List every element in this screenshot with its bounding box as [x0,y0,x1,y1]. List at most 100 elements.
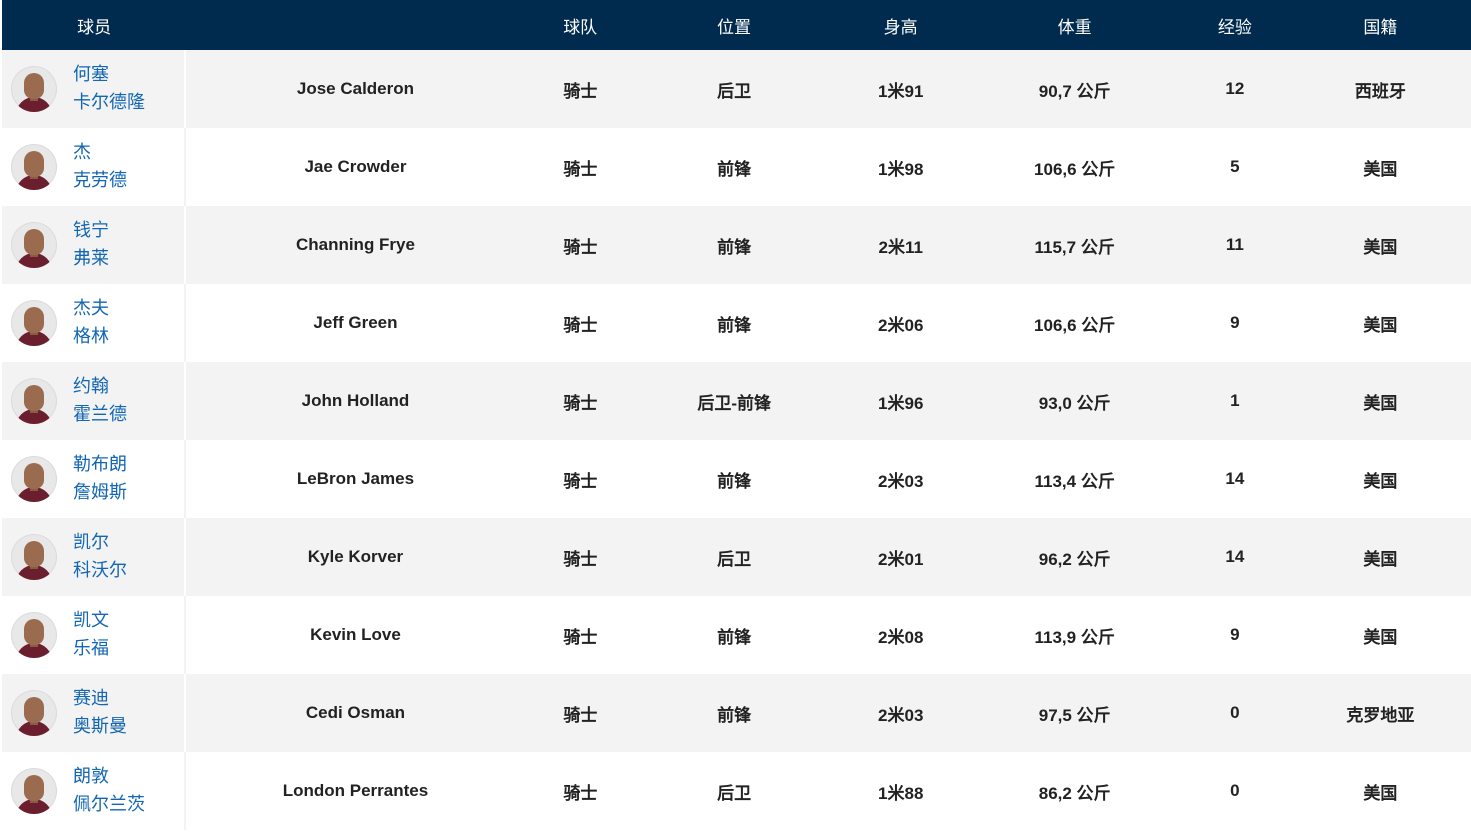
table-row[interactable]: 约翰 霍兰德 John Holland 骑士 后卫-前锋 1米96 93,0 公斤 1 美国 [2,362,1471,440]
avatar-jersey [16,799,52,814]
player-avatar-icon[interactable] [11,768,57,814]
player-chinese-first-name[interactable]: 钱宁 [73,220,109,241]
player-chinese-name-link[interactable]: 凯文 乐福 [73,607,109,663]
player-avatar-icon[interactable] [11,690,57,736]
player-chinese-last-name[interactable]: 科沃尔 [73,560,127,581]
player-chinese-first-name[interactable]: 杰 [73,142,91,163]
column-header-weight[interactable]: 体重 [1057,17,1092,37]
player-chinese-first-name[interactable]: 杰夫 [73,298,109,319]
table-row[interactable]: 何塞 卡尔德隆 Jose Calderon 骑士 后卫 1米91 90,7 公斤 12 西班牙 [2,50,1471,128]
player-position: 前锋 [717,315,752,335]
player-chinese-name-link[interactable]: 杰克劳德 [73,139,127,195]
player-english-name: John Holland [301,391,410,410]
player-chinese-name-link[interactable]: 何塞 卡尔德隆 [73,61,145,117]
table-row[interactable]: 赛迪 奥斯曼 Cedi Osman 骑士 前锋 2米03 97,5 公斤 0 克罗地亚 [2,674,1471,752]
player-avatar-icon[interactable] [11,222,57,268]
player-cell: 凯文 乐福 [2,596,187,674]
table-row[interactable]: 杰夫 格林 Jeff Green 骑士 前锋 2米06 106,6 公斤 9 美国 [2,284,1471,362]
player-weight: 106,6 公斤 [1034,159,1116,179]
player-english-name: Jeff Green [313,313,398,332]
player-chinese-name-link[interactable]: 钱宁 弗莱 [73,217,109,273]
avatar-jersey [16,175,52,190]
avatar-jersey [16,487,52,502]
player-chinese-last-name[interactable]: 奥斯曼 [73,716,127,737]
player-chinese-last-name[interactable]: 詹姆斯 [73,482,127,503]
table-body: 何塞 卡尔德隆 Jose Calderon 骑士 后卫 1米91 90,7 公斤 12 西班牙杰… [2,50,1471,830]
player-chinese-name-link[interactable]: 朗敦 佩尔兰茨 [73,763,145,819]
table-row[interactable]: 凯尔 科沃尔 Kyle Korver 骑士 后卫 2米01 96,2 公斤 14 美国 [2,518,1471,596]
player-height: 2米06 [878,315,924,335]
player-chinese-name-link[interactable]: 杰夫 格林 [73,295,109,351]
player-chinese-first-name[interactable]: 朗敦 [73,766,109,787]
table-row[interactable]: 钱宁 弗莱 Channing Frye 骑士 前锋 2米11 115,7 公斤 11 美国 [2,206,1471,284]
column-header-experience[interactable]: 经验 [1217,17,1252,37]
player-weight: 97,5 公斤 [1038,705,1111,725]
player-avatar-icon[interactable] [11,534,57,580]
player-experience: 9 [1230,313,1240,332]
player-team: 骑士 [563,315,598,335]
player-avatar-icon[interactable] [11,66,57,112]
player-chinese-first-name[interactable]: 勒布朗 [73,454,127,475]
player-chinese-first-name[interactable]: 约翰 [73,376,109,397]
player-avatar-icon[interactable] [11,456,57,502]
player-team: 骑士 [563,237,598,257]
player-chinese-last-name[interactable]: 卡尔德隆 [73,92,145,113]
player-nationality: 克罗地亚 [1346,705,1415,725]
player-cell: 朗敦 佩尔兰茨 [2,752,187,830]
player-experience: 1 [1230,391,1240,410]
player-chinese-first-name[interactable]: 凯尔 [73,532,109,553]
player-cell: 杰夫 格林 [2,284,187,362]
player-avatar-icon[interactable] [11,612,57,658]
player-height: 2米01 [878,549,924,569]
player-chinese-last-name[interactable]: 佩尔兰茨 [73,794,145,815]
player-chinese-last-name[interactable]: 乐福 [73,638,109,659]
player-chinese-last-name[interactable]: 克劳德 [73,170,127,191]
column-header-nationality[interactable]: 国籍 [1363,17,1398,37]
column-header-player[interactable]: 球员 [77,17,112,37]
player-nationality: 美国 [1363,471,1398,491]
column-header-position[interactable]: 位置 [717,17,752,37]
player-cell: 赛迪 奥斯曼 [2,674,187,752]
player-weight: 93,0 公斤 [1038,393,1111,413]
player-weight: 113,4 公斤 [1034,471,1115,491]
player-chinese-first-name[interactable]: 凯文 [73,610,109,631]
player-experience: 0 [1230,703,1240,722]
player-chinese-last-name[interactable]: 霍兰德 [73,404,127,425]
player-experience: 12 [1225,79,1245,98]
avatar-head [24,463,44,489]
player-cell: 杰克劳德 [2,128,187,206]
player-height: 2米11 [878,237,923,257]
player-chinese-name-link[interactable]: 约翰 霍兰德 [73,373,127,429]
player-chinese-last-name[interactable]: 弗莱 [73,248,109,269]
player-experience: 5 [1230,157,1240,176]
avatar-head [24,697,44,723]
column-header-height[interactable]: 身高 [883,17,918,37]
player-nationality: 美国 [1363,627,1398,647]
player-position: 后卫 [717,81,752,101]
player-chinese-last-name[interactable]: 格林 [73,326,109,347]
player-nationality: 美国 [1363,393,1398,413]
avatar-head [24,619,44,645]
table-row[interactable]: 凯文 乐福 Kevin Love 骑士 前锋 2米08 113,9 公斤 9 美国 [2,596,1471,674]
column-header-team[interactable]: 球队 [563,17,598,37]
player-team: 骑士 [563,393,598,413]
player-avatar-icon[interactable] [11,300,57,346]
player-position: 前锋 [717,471,752,491]
player-height: 2米08 [878,627,924,647]
player-avatar-icon[interactable] [11,144,57,190]
table-row[interactable]: 杰克劳德 Jae Crowder 骑士 前锋 1米98 106,6 公斤 5 美国 [2,128,1471,206]
player-chinese-name-link[interactable]: 赛迪 奥斯曼 [73,685,127,741]
player-chinese-first-name[interactable]: 赛迪 [73,688,109,709]
player-chinese-first-name[interactable]: 何塞 [73,64,109,85]
player-english-name: London Perrantes [282,781,429,800]
avatar-jersey [16,331,52,346]
player-avatar-icon[interactable] [11,378,57,424]
table-row[interactable]: 朗敦 佩尔兰茨 London Perrantes 骑士 后卫 1米88 86,2 公斤 0 美国 [2,752,1471,830]
avatar-jersey [16,565,52,580]
player-english-name: LeBron James [296,469,415,488]
player-height: 2米03 [878,705,924,725]
player-chinese-name-link[interactable]: 勒布朗 詹姆斯 [73,451,127,507]
table-row[interactable]: 勒布朗 詹姆斯 LeBron James 骑士 前锋 2米03 113,4 公斤 14 美国 [2,440,1471,518]
player-chinese-name-link[interactable]: 凯尔 科沃尔 [73,529,127,585]
